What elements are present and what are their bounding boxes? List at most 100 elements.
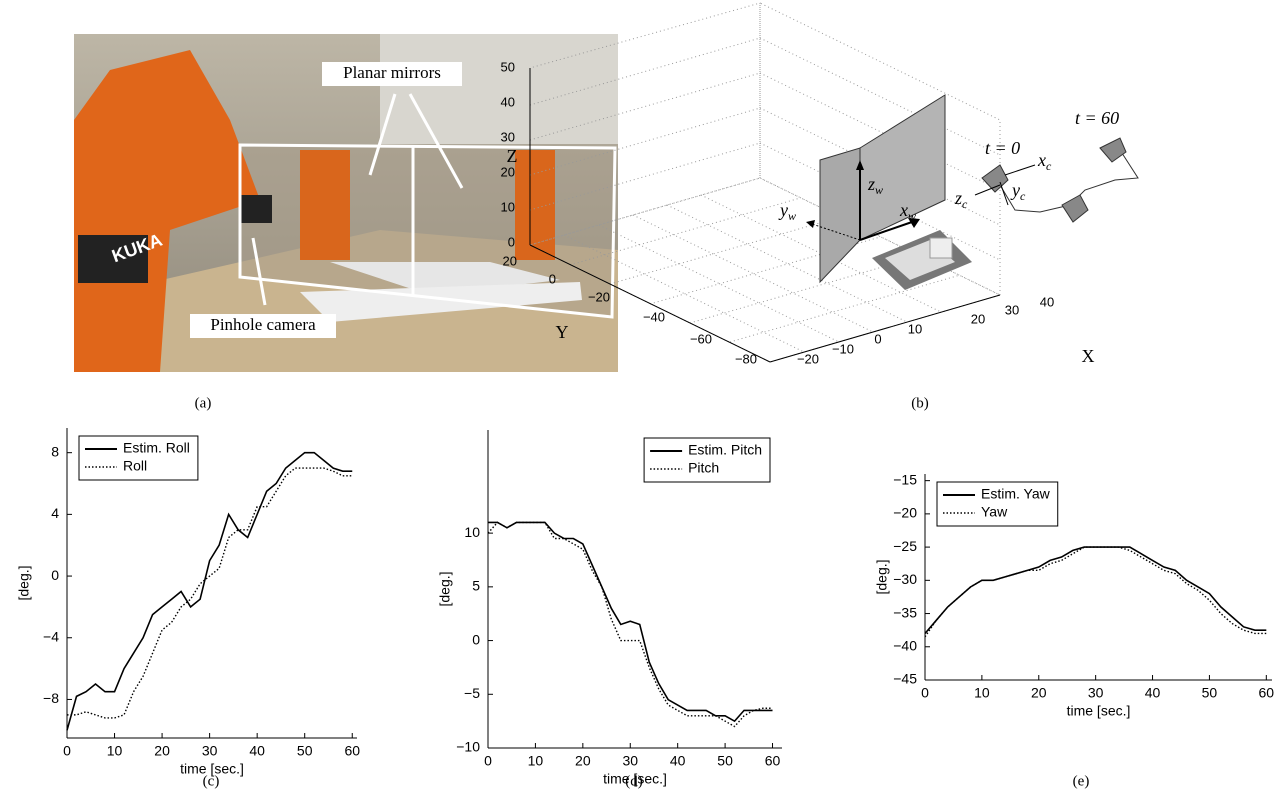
x-tick-label: 30 — [1088, 685, 1104, 701]
data-line — [66, 451, 353, 731]
x-tick-label: 0 — [921, 685, 929, 701]
legend-label: Roll — [123, 458, 147, 474]
legend-label: Yaw — [981, 504, 1008, 520]
x-tick-label: 0 — [484, 753, 492, 769]
x-tick-label: 20 — [1031, 685, 1047, 701]
y-tick-label: −15 — [893, 471, 917, 487]
x-tick-label: 20 — [971, 311, 985, 326]
legend-label: Estim. Yaw — [981, 486, 1051, 502]
legend-label: Estim. Roll — [123, 440, 190, 456]
scene-objects — [529, 68, 1139, 363]
z-tick-label: 30 — [501, 129, 515, 144]
y-tick-label: −45 — [893, 671, 917, 687]
x-tick-label: 10 — [908, 321, 922, 336]
data-line — [924, 546, 1267, 638]
x-tick-label: 60 — [765, 753, 781, 769]
caption: (b) — [911, 395, 929, 411]
x-tick-label: 40 — [1040, 294, 1054, 309]
frame-label: xc — [1037, 150, 1052, 173]
legend-box — [78, 435, 199, 481]
x-tick-label: 30 — [622, 753, 638, 769]
caption: (c) — [203, 773, 220, 789]
camera-label: Pinhole camera — [210, 315, 316, 334]
scene-3d — [528, 2, 1002, 363]
x-tick-label: 30 — [1005, 302, 1019, 317]
x-tick-label: 20 — [154, 743, 170, 759]
x-tick-label: 20 — [575, 753, 591, 769]
y-tick-label: −5 — [464, 685, 480, 701]
y-tick-label: −80 — [735, 351, 757, 366]
axis-label: X — [1082, 346, 1095, 366]
x-tick-label: 40 — [249, 743, 265, 759]
x-tick-label: −20 — [797, 351, 819, 366]
frame-label: yw — [778, 200, 796, 223]
x-tick-label: 50 — [1202, 685, 1218, 701]
caption: (d) — [625, 773, 643, 789]
data-line — [487, 521, 773, 728]
y-tick-label: −20 — [588, 289, 610, 304]
x-tick-label: 40 — [670, 753, 686, 769]
y-tick-label: −35 — [893, 604, 917, 620]
x-axis-label: time [sec.] — [180, 761, 244, 777]
x-tick-label: 50 — [297, 743, 313, 759]
y-tick-label: 20 — [503, 253, 517, 268]
x-tick-label: 10 — [974, 685, 990, 701]
mirror-label: Planar mirrors — [343, 63, 441, 82]
z-tick-label: 20 — [501, 164, 515, 179]
x-axis-label: time [sec.] — [1067, 703, 1131, 719]
y-tick-label: 4 — [51, 505, 59, 521]
x-tick-label: 10 — [528, 753, 544, 769]
y-tick-label: −30 — [893, 571, 917, 587]
axis-label: Y — [556, 322, 569, 342]
x-tick-label: 30 — [202, 743, 218, 759]
y-tick-label: 0 — [472, 631, 480, 647]
legend: Estim. Roll Roll — [78, 435, 199, 481]
x-tick-label: 0 — [63, 743, 71, 759]
x-axis-label: time [sec.] — [603, 771, 667, 787]
photo: KUKA Planar mirrors Pinhole camera — [74, 34, 618, 372]
x-tick-label: 60 — [344, 743, 360, 759]
y-tick-label: −40 — [893, 637, 917, 653]
legend-label: Estim. Pitch — [688, 442, 762, 458]
legend: Estim. Pitch Pitch — [643, 437, 771, 483]
frame-label: yc — [1010, 180, 1026, 203]
y-tick-label: 8 — [51, 443, 59, 459]
scene-labels: Z Y X t = 0 t = 60 xc yc zc xw yw zw — [507, 108, 1120, 366]
legend-label: Pitch — [688, 460, 719, 476]
y-tick-label: 0 — [549, 271, 556, 286]
y-tick-label: −10 — [456, 739, 480, 755]
frame-label: xw — [899, 200, 916, 223]
y-tick-label: −8 — [43, 690, 59, 706]
time-label: t = 0 — [985, 138, 1020, 158]
data-line — [67, 467, 353, 719]
legend-box — [936, 481, 1059, 527]
y-axis-label: [deg.] — [874, 559, 890, 594]
y-axis-label: [deg.] — [16, 565, 32, 600]
y-tick-label: 5 — [472, 578, 480, 594]
z-tick-label: 0 — [508, 234, 515, 249]
scene-axes: 0 10 20 30 40 50 20 0 −20 −40 −60 −80 −2… — [501, 59, 1055, 366]
time-label: t = 60 — [1075, 108, 1119, 128]
axis-label: Z — [507, 146, 518, 166]
y-tick-label: −4 — [43, 628, 59, 644]
y-tick-label: 0 — [51, 567, 59, 583]
y-tick-label: 10 — [464, 524, 480, 540]
y-axis-label: [deg.] — [437, 571, 453, 606]
y-tick-label: −60 — [690, 331, 712, 346]
y-tick-label: −20 — [893, 505, 917, 521]
legend: Estim. Yaw Yaw — [936, 481, 1059, 527]
frame-label: zc — [954, 188, 968, 211]
x-tick-label: 10 — [107, 743, 123, 759]
x-tick-label: −10 — [832, 341, 854, 356]
x-tick-label: 50 — [717, 753, 733, 769]
caption: (e) — [1073, 773, 1090, 789]
z-tick-label: 10 — [501, 199, 515, 214]
z-tick-label: 40 — [501, 94, 515, 109]
data-line — [488, 521, 773, 723]
caption: (a) — [195, 395, 212, 411]
x-tick-label: 40 — [1145, 685, 1161, 701]
legend-box — [643, 437, 771, 483]
data-line — [924, 546, 1267, 635]
x-tick-label: 0 — [874, 331, 881, 346]
